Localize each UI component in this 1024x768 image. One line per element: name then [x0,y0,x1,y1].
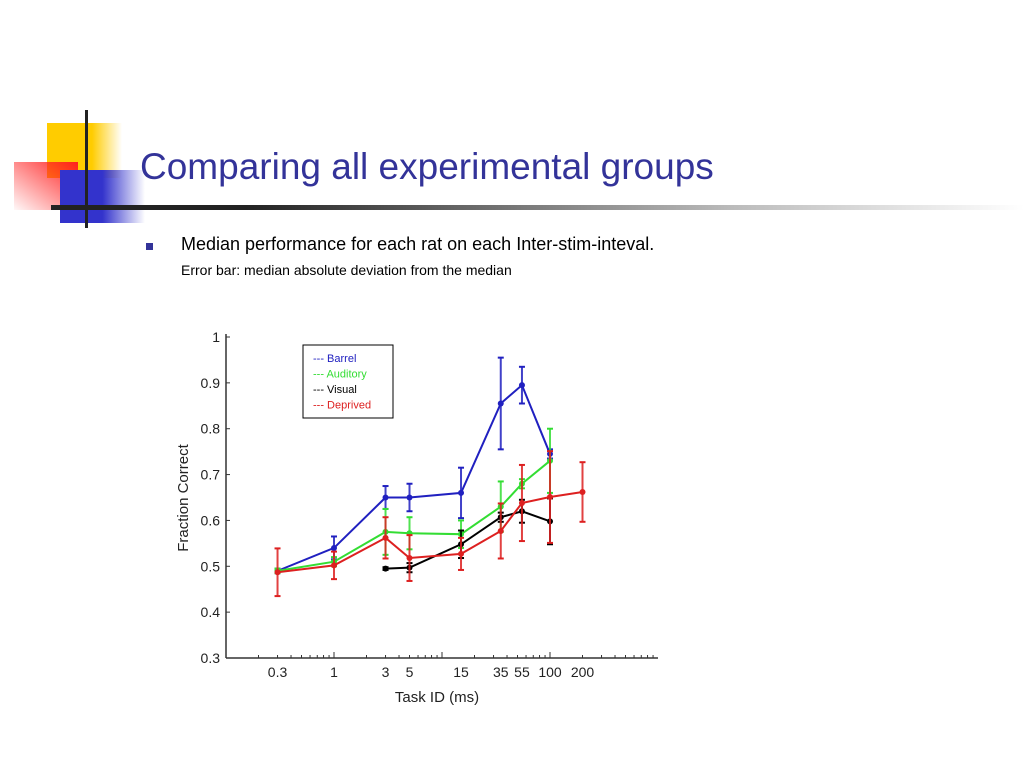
title-underline [51,205,1024,210]
data-point [518,500,525,507]
x-tick-label: 5 [406,664,414,680]
series-line-auditory [277,460,551,572]
series-line-barrel [277,383,551,572]
bullet-text: Median performance for each rat on each … [181,234,655,254]
y-tick-label: 0.6 [201,512,221,528]
x-axis-label: Task ID (ms) [395,689,479,706]
y-tick-label: 0.8 [201,421,221,437]
data-point [579,488,586,495]
decor-blue-square [60,170,145,223]
data-point [382,494,389,501]
legend-box [302,344,394,419]
legend-entry-visual: --- Visual [313,384,357,396]
data-point [406,494,413,501]
data-point [458,489,465,496]
sub-bullet-text: Error bar: median absolute deviation fro… [181,262,512,278]
x-tick-label: 3 [382,664,390,680]
y-tick-label: 0.3 [201,650,221,666]
y-tick-label: 1 [212,329,220,345]
x-tick-label: 55 [514,664,530,680]
y-tick-label: 0.7 [201,467,221,483]
data-point [331,544,337,551]
x-tick-label: 200 [571,664,595,680]
slide-title: Comparing all experimental groups [140,146,714,187]
x-tick-label: 100 [538,664,562,680]
data-point [497,527,504,534]
x-tick-label: 15 [453,664,469,680]
data-point [274,569,281,576]
x-tick-label: 1 [330,664,338,680]
y-tick-label: 0.5 [201,558,221,574]
series-line-deprived [277,491,583,574]
series-line-visual [385,510,551,570]
data-point [547,494,553,501]
y-tick-label: 0.4 [201,604,221,620]
bullet-icon [146,243,153,250]
y-tick-label: 0.9 [201,375,221,391]
x-tick-label: 35 [493,664,509,680]
legend-entry-barrel: --- Barrel [313,353,356,365]
legend-entry-deprived: --- Deprived [313,400,371,412]
decor-vertical-line [85,110,88,228]
data-point [518,382,525,389]
legend-entry-auditory: --- Auditory [313,369,367,381]
x-tick-label: 0.3 [268,664,288,680]
data-point [497,400,504,407]
data-point [331,562,337,569]
data-point [382,534,389,541]
data-point [382,565,389,572]
data-point [458,550,465,557]
data-point [406,555,413,562]
y-axis-label: Fraction Correct [175,443,192,551]
